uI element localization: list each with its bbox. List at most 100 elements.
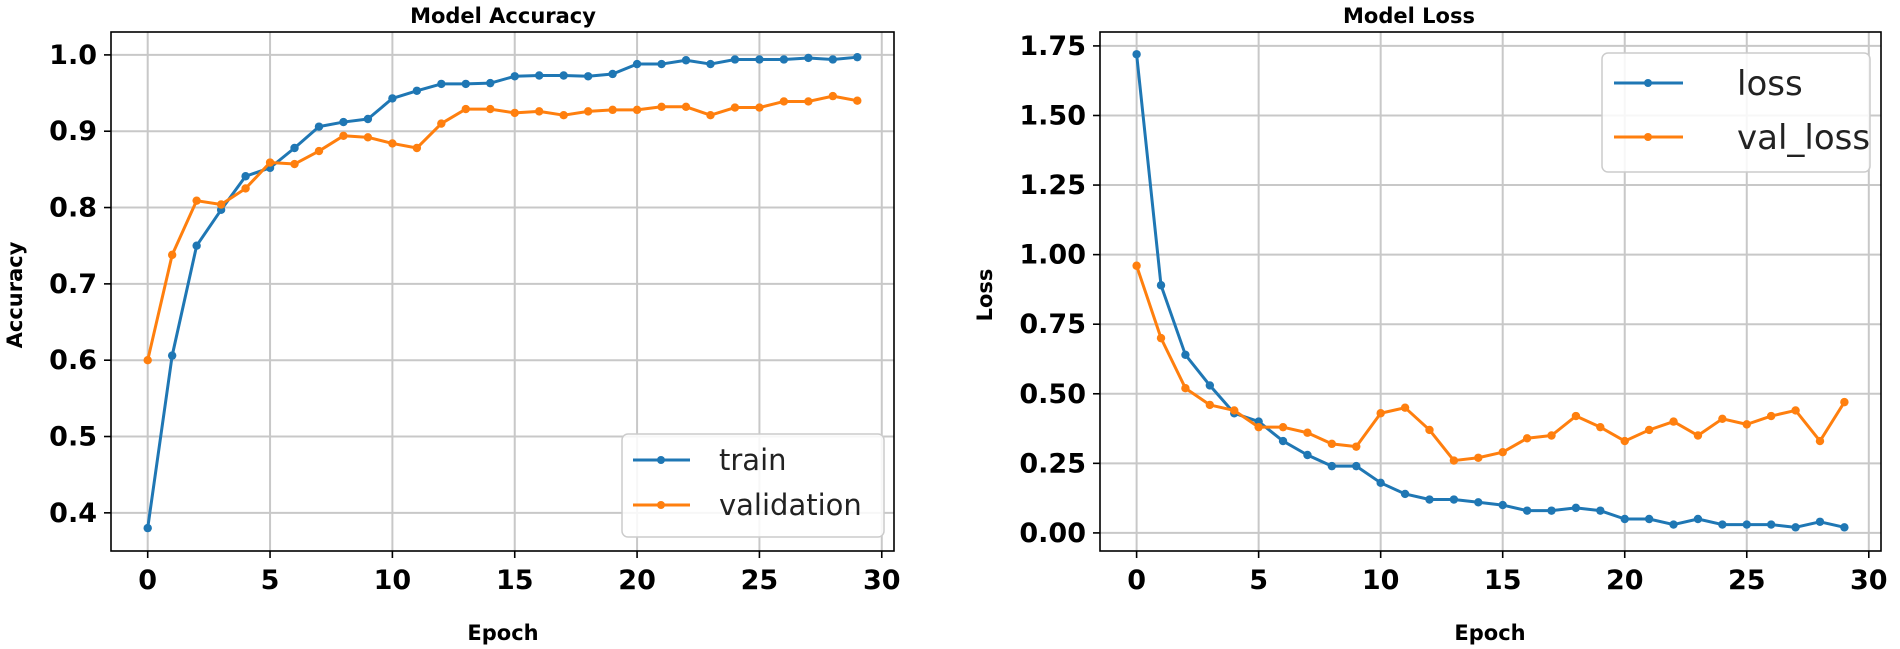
- accuracy-validation-point: [608, 105, 617, 115]
- accuracy-validation-point: [388, 139, 397, 148]
- loss-y-tick-label: 0.50: [1019, 379, 1086, 410]
- accuracy-y-tick-label: 0.6: [49, 345, 97, 376]
- accuracy-train-point: [730, 55, 740, 64]
- loss-x-tick-label: 0: [1127, 565, 1146, 596]
- accuracy-train-point: [804, 53, 813, 63]
- accuracy-y-ticks: 0.4 0.5 0.6 0.7 0.8 0.9 1.0: [49, 40, 111, 529]
- accuracy-chart-title: Model Accuracy: [410, 4, 596, 28]
- accuracy-train-point: [290, 143, 299, 153]
- loss-val-loss-point: [1156, 333, 1166, 343]
- loss-loss-point: [1400, 489, 1410, 499]
- loss-val-loss-point: [1815, 436, 1825, 446]
- loss-loss-point: [1132, 50, 1141, 59]
- loss-loss-point: [1522, 506, 1532, 515]
- accuracy-y-tick-label: 0.7: [49, 269, 97, 300]
- accuracy-y-axis-label: Accuracy: [3, 241, 27, 348]
- loss-loss-point: [1303, 450, 1312, 460]
- accuracy-train-point: [583, 72, 593, 81]
- accuracy-x-tick-label: 15: [496, 565, 534, 596]
- loss-val-loss-point: [1644, 425, 1654, 435]
- loss-chart-title: Model Loss: [1343, 4, 1475, 28]
- accuracy-gridlines: [111, 32, 894, 551]
- loss-val-loss-point: [1303, 428, 1312, 437]
- accuracy-x-tick-label: 10: [374, 565, 412, 596]
- accuracy-train-point: [143, 523, 152, 533]
- loss-val-loss-point: [1596, 422, 1605, 432]
- accuracy-train-point: [192, 241, 201, 250]
- loss-val-loss-point: [1254, 422, 1263, 432]
- loss-val-loss-point: [1620, 436, 1629, 446]
- loss-val-loss-point: [1498, 448, 1507, 457]
- accuracy-train-point: [853, 52, 862, 62]
- loss-y-tick-label: 1.50: [1019, 100, 1086, 131]
- loss-loss-point: [1449, 495, 1459, 504]
- accuracy-validation-point: [265, 158, 275, 167]
- loss-val-loss-point: [1376, 409, 1385, 418]
- accuracy-train-point: [339, 117, 348, 127]
- loss-val-loss-line: [1135, 265, 1846, 463]
- loss-val-loss-point: [1718, 414, 1727, 424]
- loss-x-tick-label: 25: [1728, 565, 1766, 596]
- accuracy-plot-frame: [110, 31, 895, 552]
- loss-loss-point: [1498, 500, 1507, 510]
- loss-loss-point: [1156, 281, 1166, 290]
- accuracy-validation-point: [363, 133, 373, 142]
- loss-y-tick-label: 1.75: [1019, 31, 1086, 62]
- loss-loss-point: [1766, 520, 1776, 529]
- loss-val-loss-point: [1522, 434, 1532, 443]
- accuracy-y-tick-label: 0.8: [49, 193, 97, 224]
- accuracy-train-point: [461, 79, 470, 89]
- accuracy-validation-point: [681, 102, 691, 111]
- accuracy-validation-point: [339, 131, 348, 140]
- loss-loss-point: [1742, 520, 1751, 529]
- accuracy-legend: train validation: [621, 433, 885, 538]
- accuracy-validation-line: [146, 94, 858, 361]
- accuracy-validation-point: [828, 91, 838, 101]
- loss-val-loss-point: [1742, 420, 1751, 429]
- accuracy-validation-point: [412, 143, 422, 153]
- loss-y-tick-label: 0.00: [1019, 518, 1086, 549]
- loss-plot-frame: [1099, 31, 1882, 552]
- loss-val-loss-point: [1181, 384, 1190, 393]
- loss-loss-point: [1352, 461, 1361, 471]
- accuracy-x-axis-label: Epoch: [467, 621, 538, 645]
- loss-loss-point: [1181, 350, 1190, 360]
- legend-val-loss-marker: [1644, 133, 1652, 141]
- accuracy-x-tick-label: 30: [863, 565, 901, 596]
- loss-x-tick-label: 20: [1606, 565, 1644, 596]
- accuracy-validation-point: [143, 355, 152, 365]
- legend-validation-marker: [657, 501, 665, 509]
- accuracy-train-point: [706, 59, 715, 69]
- loss-y-axis-label: Loss: [973, 269, 997, 322]
- legend-loss-marker: [1644, 79, 1652, 87]
- loss-val-loss-point: [1278, 422, 1288, 432]
- accuracy-validation-point: [216, 200, 226, 209]
- accuracy-train-point: [681, 56, 691, 65]
- accuracy-validation-point: [192, 196, 201, 205]
- loss-loss-point: [1474, 498, 1483, 507]
- accuracy-train-point: [779, 55, 789, 64]
- accuracy-train-point: [632, 59, 642, 69]
- loss-loss-point: [1644, 514, 1654, 524]
- loss-loss-point: [1669, 520, 1678, 529]
- legend-train-label: train: [719, 443, 787, 477]
- loss-loss-point: [1547, 506, 1556, 515]
- accuracy-train-point: [241, 172, 250, 181]
- accuracy-x-tick-label: 25: [741, 565, 779, 596]
- accuracy-x-tick-label: 5: [261, 565, 280, 596]
- accuracy-validation-point: [167, 250, 177, 260]
- accuracy-validation-point: [461, 104, 470, 114]
- accuracy-validation-point: [437, 119, 446, 128]
- accuracy-y-tick-label: 0.9: [49, 116, 97, 147]
- loss-val-loss-point: [1571, 411, 1581, 421]
- legend-train-marker: [657, 456, 665, 464]
- accuracy-validation-point: [510, 108, 519, 118]
- accuracy-train-point: [437, 79, 446, 89]
- loss-legend: loss val_loss: [1601, 52, 1871, 173]
- accuracy-train-point: [828, 55, 838, 64]
- accuracy-x-ticks: 0 5 10 15 20 25 30: [138, 551, 901, 596]
- loss-x-tick-label: 15: [1484, 565, 1522, 596]
- legend-val-loss-label: val_loss: [1737, 118, 1870, 158]
- accuracy-validation-point: [730, 103, 740, 112]
